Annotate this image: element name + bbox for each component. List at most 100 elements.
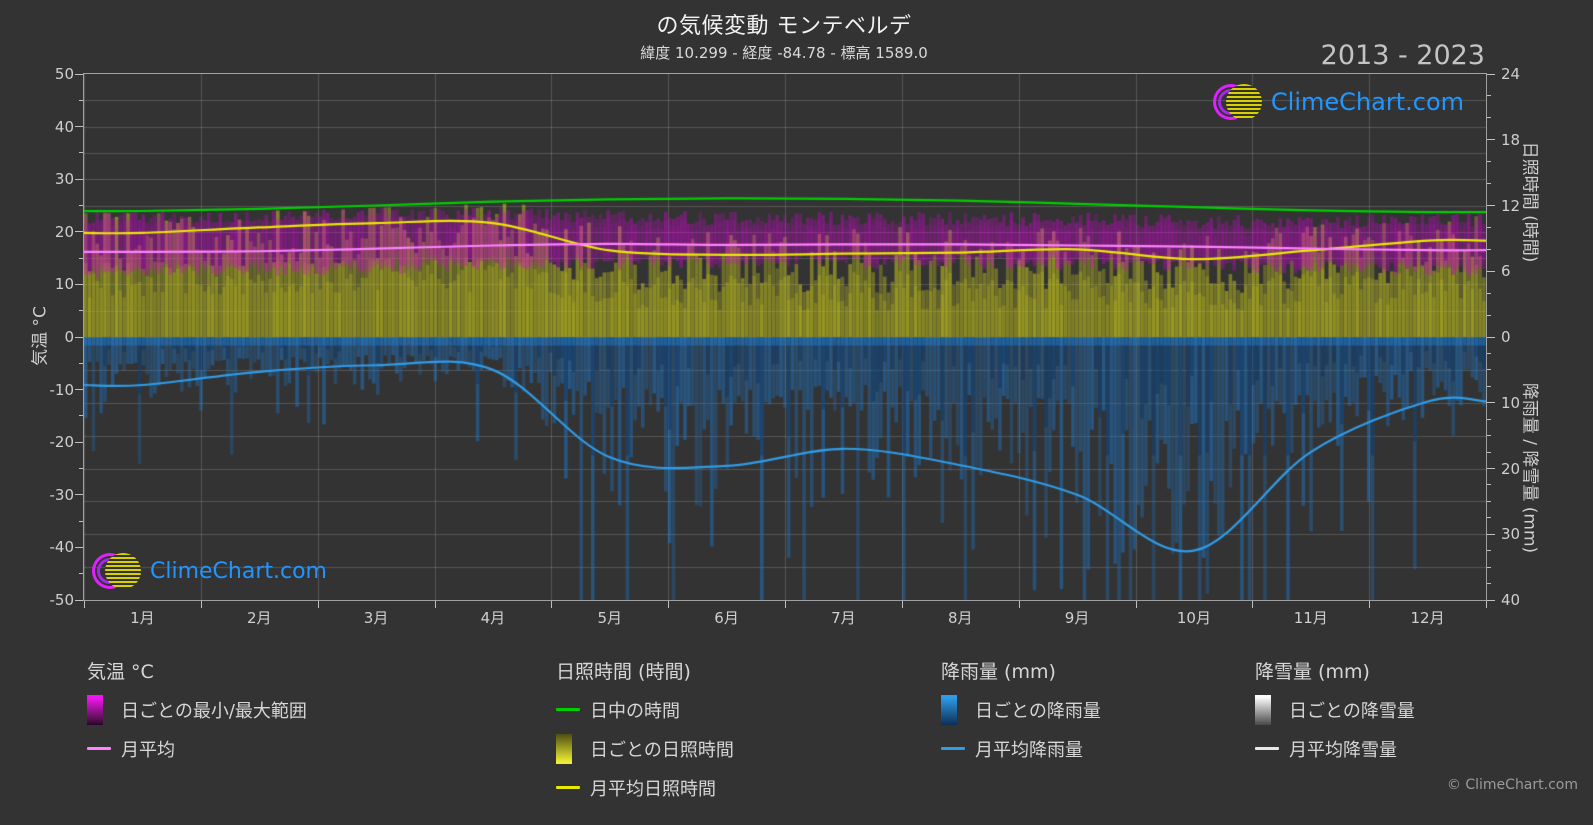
axis-title-precipitation: 降雨量 / 降雪量 (mm) bbox=[1519, 382, 1540, 554]
legend-header: 日照時間 (時間) bbox=[556, 660, 691, 683]
axis-tick-label: -30 bbox=[49, 485, 75, 504]
legend-item-label: 月平均降雨量 bbox=[975, 739, 1083, 761]
month-label: 3月 bbox=[363, 609, 389, 627]
axis-tick-label: 10 bbox=[54, 275, 74, 294]
climechart-logo-icon bbox=[1212, 82, 1262, 122]
axis-minor-tick bbox=[79, 362, 83, 364]
temp-line-swatch-icon bbox=[87, 747, 111, 750]
axis-tick-label: 50 bbox=[54, 65, 74, 83]
legend-item: 月平均降雪量 bbox=[1255, 729, 1415, 768]
axis-tick-label: 30 bbox=[1501, 525, 1521, 544]
axis-tick bbox=[75, 546, 83, 548]
axis-tick-label: 18 bbox=[1501, 130, 1521, 149]
legend-item: 日ごとの最小/最大範囲 bbox=[87, 690, 307, 729]
axis-tick bbox=[75, 389, 83, 391]
copyright-label: © ClimeChart.com bbox=[1446, 777, 1578, 793]
year-range-label: 2013 - 2023 bbox=[1320, 40, 1485, 71]
axis-tick-label: 20 bbox=[54, 222, 74, 241]
axis-minor-tick bbox=[79, 573, 83, 575]
axis-minor-tick bbox=[1487, 369, 1491, 371]
axis-title-temperature: 気温 °C bbox=[30, 306, 51, 366]
axis-tick-label: 12 bbox=[1501, 196, 1521, 215]
axis-minor-tick bbox=[1487, 183, 1491, 185]
logo-c-ring-icon bbox=[1212, 84, 1249, 120]
climechart-watermark-top[interactable]: ClimeChart.com bbox=[1212, 82, 1464, 122]
axis-minor-tick bbox=[1487, 517, 1491, 519]
axis-minor-tick bbox=[79, 205, 83, 206]
month-tick bbox=[1369, 601, 1371, 608]
month-tick bbox=[551, 601, 553, 608]
logo-striped-sun-icon bbox=[1225, 84, 1262, 120]
page-title: の気候変動 モンテベルデ bbox=[656, 14, 912, 39]
legend-item-label: 月平均 bbox=[121, 739, 175, 761]
axis-minor-tick bbox=[1487, 226, 1491, 228]
month-label: 7月 bbox=[831, 609, 856, 627]
legend-swatch-temp-line bbox=[87, 747, 121, 750]
legend-group-undefined: 日照時間 (時間) 日中の時間 日ごとの日照時間 月平均日照時間 bbox=[556, 650, 734, 807]
month-tick bbox=[785, 601, 786, 608]
axis-minor-tick bbox=[1487, 484, 1491, 486]
daylight-line-swatch-icon bbox=[556, 708, 580, 711]
logo-text: ClimeChart.com bbox=[150, 558, 327, 584]
axis-minor-tick bbox=[1487, 352, 1491, 354]
month-label: 5月 bbox=[597, 609, 623, 627]
legend-swatch-rain-range bbox=[941, 694, 975, 725]
axis-tick bbox=[75, 231, 83, 233]
axis-minor-tick bbox=[1487, 418, 1491, 420]
page-subtitle: 緯度 10.299 - 経度 -84.78 - 標高 1589.0 bbox=[640, 44, 928, 62]
axis-minor-tick bbox=[79, 99, 83, 101]
axis-minor-tick bbox=[1487, 161, 1491, 163]
axis-minor-tick bbox=[79, 257, 83, 259]
legend-item: 日ごとの降雨量 bbox=[941, 690, 1101, 729]
axis-minor-tick bbox=[1487, 566, 1491, 568]
legend-item: 月平均降雨量 bbox=[941, 729, 1101, 768]
axis-tick-label: 30 bbox=[54, 170, 74, 189]
logo-c-ring-icon bbox=[92, 553, 128, 589]
temp-range-swatch-icon bbox=[87, 694, 103, 725]
legend-group-undefined: 気温 °C 日ごとの最小/最大範囲月平均 bbox=[87, 650, 307, 768]
month-label: 8月 bbox=[947, 609, 973, 627]
axis-minor-tick bbox=[1487, 95, 1491, 97]
axis-tick bbox=[1487, 73, 1495, 75]
month-label: 2月 bbox=[246, 609, 272, 627]
legend-item-label: 日ごとの降雪量 bbox=[1289, 700, 1415, 722]
logo-text: ClimeChart.com bbox=[1270, 88, 1464, 116]
month-tick bbox=[901, 601, 903, 608]
legend-swatch-temp-range bbox=[87, 694, 121, 725]
climechart-watermark-bottom[interactable]: ClimeChart.com bbox=[92, 551, 327, 591]
axis-minor-tick bbox=[1487, 550, 1491, 552]
legend-item-label: 月平均日照時間 bbox=[590, 778, 716, 800]
axis-minor-tick bbox=[1487, 583, 1491, 585]
axis-minor-tick bbox=[79, 415, 83, 417]
legend-item: 日中の時間 bbox=[556, 690, 734, 729]
legend-header: 気温 °C bbox=[87, 660, 154, 683]
axis-tick bbox=[1487, 599, 1495, 601]
month-tick bbox=[1135, 601, 1137, 608]
month-tick bbox=[200, 601, 202, 608]
legend-swatch-snow-range bbox=[1255, 694, 1289, 725]
axis-tick bbox=[75, 599, 83, 601]
axis-title-sunshine: 日照時間 (時間) bbox=[1519, 141, 1540, 263]
legend-swatch-sun-line bbox=[556, 786, 590, 789]
axis-tick bbox=[1487, 205, 1495, 206]
legend-header: 降雨量 (mm) bbox=[941, 660, 1056, 683]
logo-striped-sun-icon bbox=[105, 553, 141, 589]
snow-line-swatch-icon bbox=[1255, 747, 1279, 750]
month-label: 10月 bbox=[1176, 609, 1211, 627]
axis-tick bbox=[75, 178, 83, 180]
axis-minor-tick bbox=[1487, 314, 1491, 316]
legend-item-label: 日中の時間 bbox=[590, 700, 680, 722]
axis-tick-label: 0 bbox=[1501, 328, 1511, 346]
month-label: 9月 bbox=[1064, 609, 1090, 627]
axis-tick bbox=[75, 336, 83, 338]
legend-group-undefined: 降雪量 (mm) 日ごとの降雪量 月平均降雪量 bbox=[1255, 650, 1415, 768]
axis-minor-tick bbox=[1487, 117, 1491, 119]
axis-tick-label: -40 bbox=[49, 538, 75, 557]
axis-tick-label: -50 bbox=[49, 591, 75, 609]
axis-tick-label: -20 bbox=[49, 433, 75, 452]
legend-swatch-rain-line bbox=[941, 747, 975, 750]
climate-plot-canvas bbox=[84, 74, 1486, 600]
month-tick bbox=[1018, 601, 1020, 608]
month-label: 1月 bbox=[130, 609, 155, 627]
